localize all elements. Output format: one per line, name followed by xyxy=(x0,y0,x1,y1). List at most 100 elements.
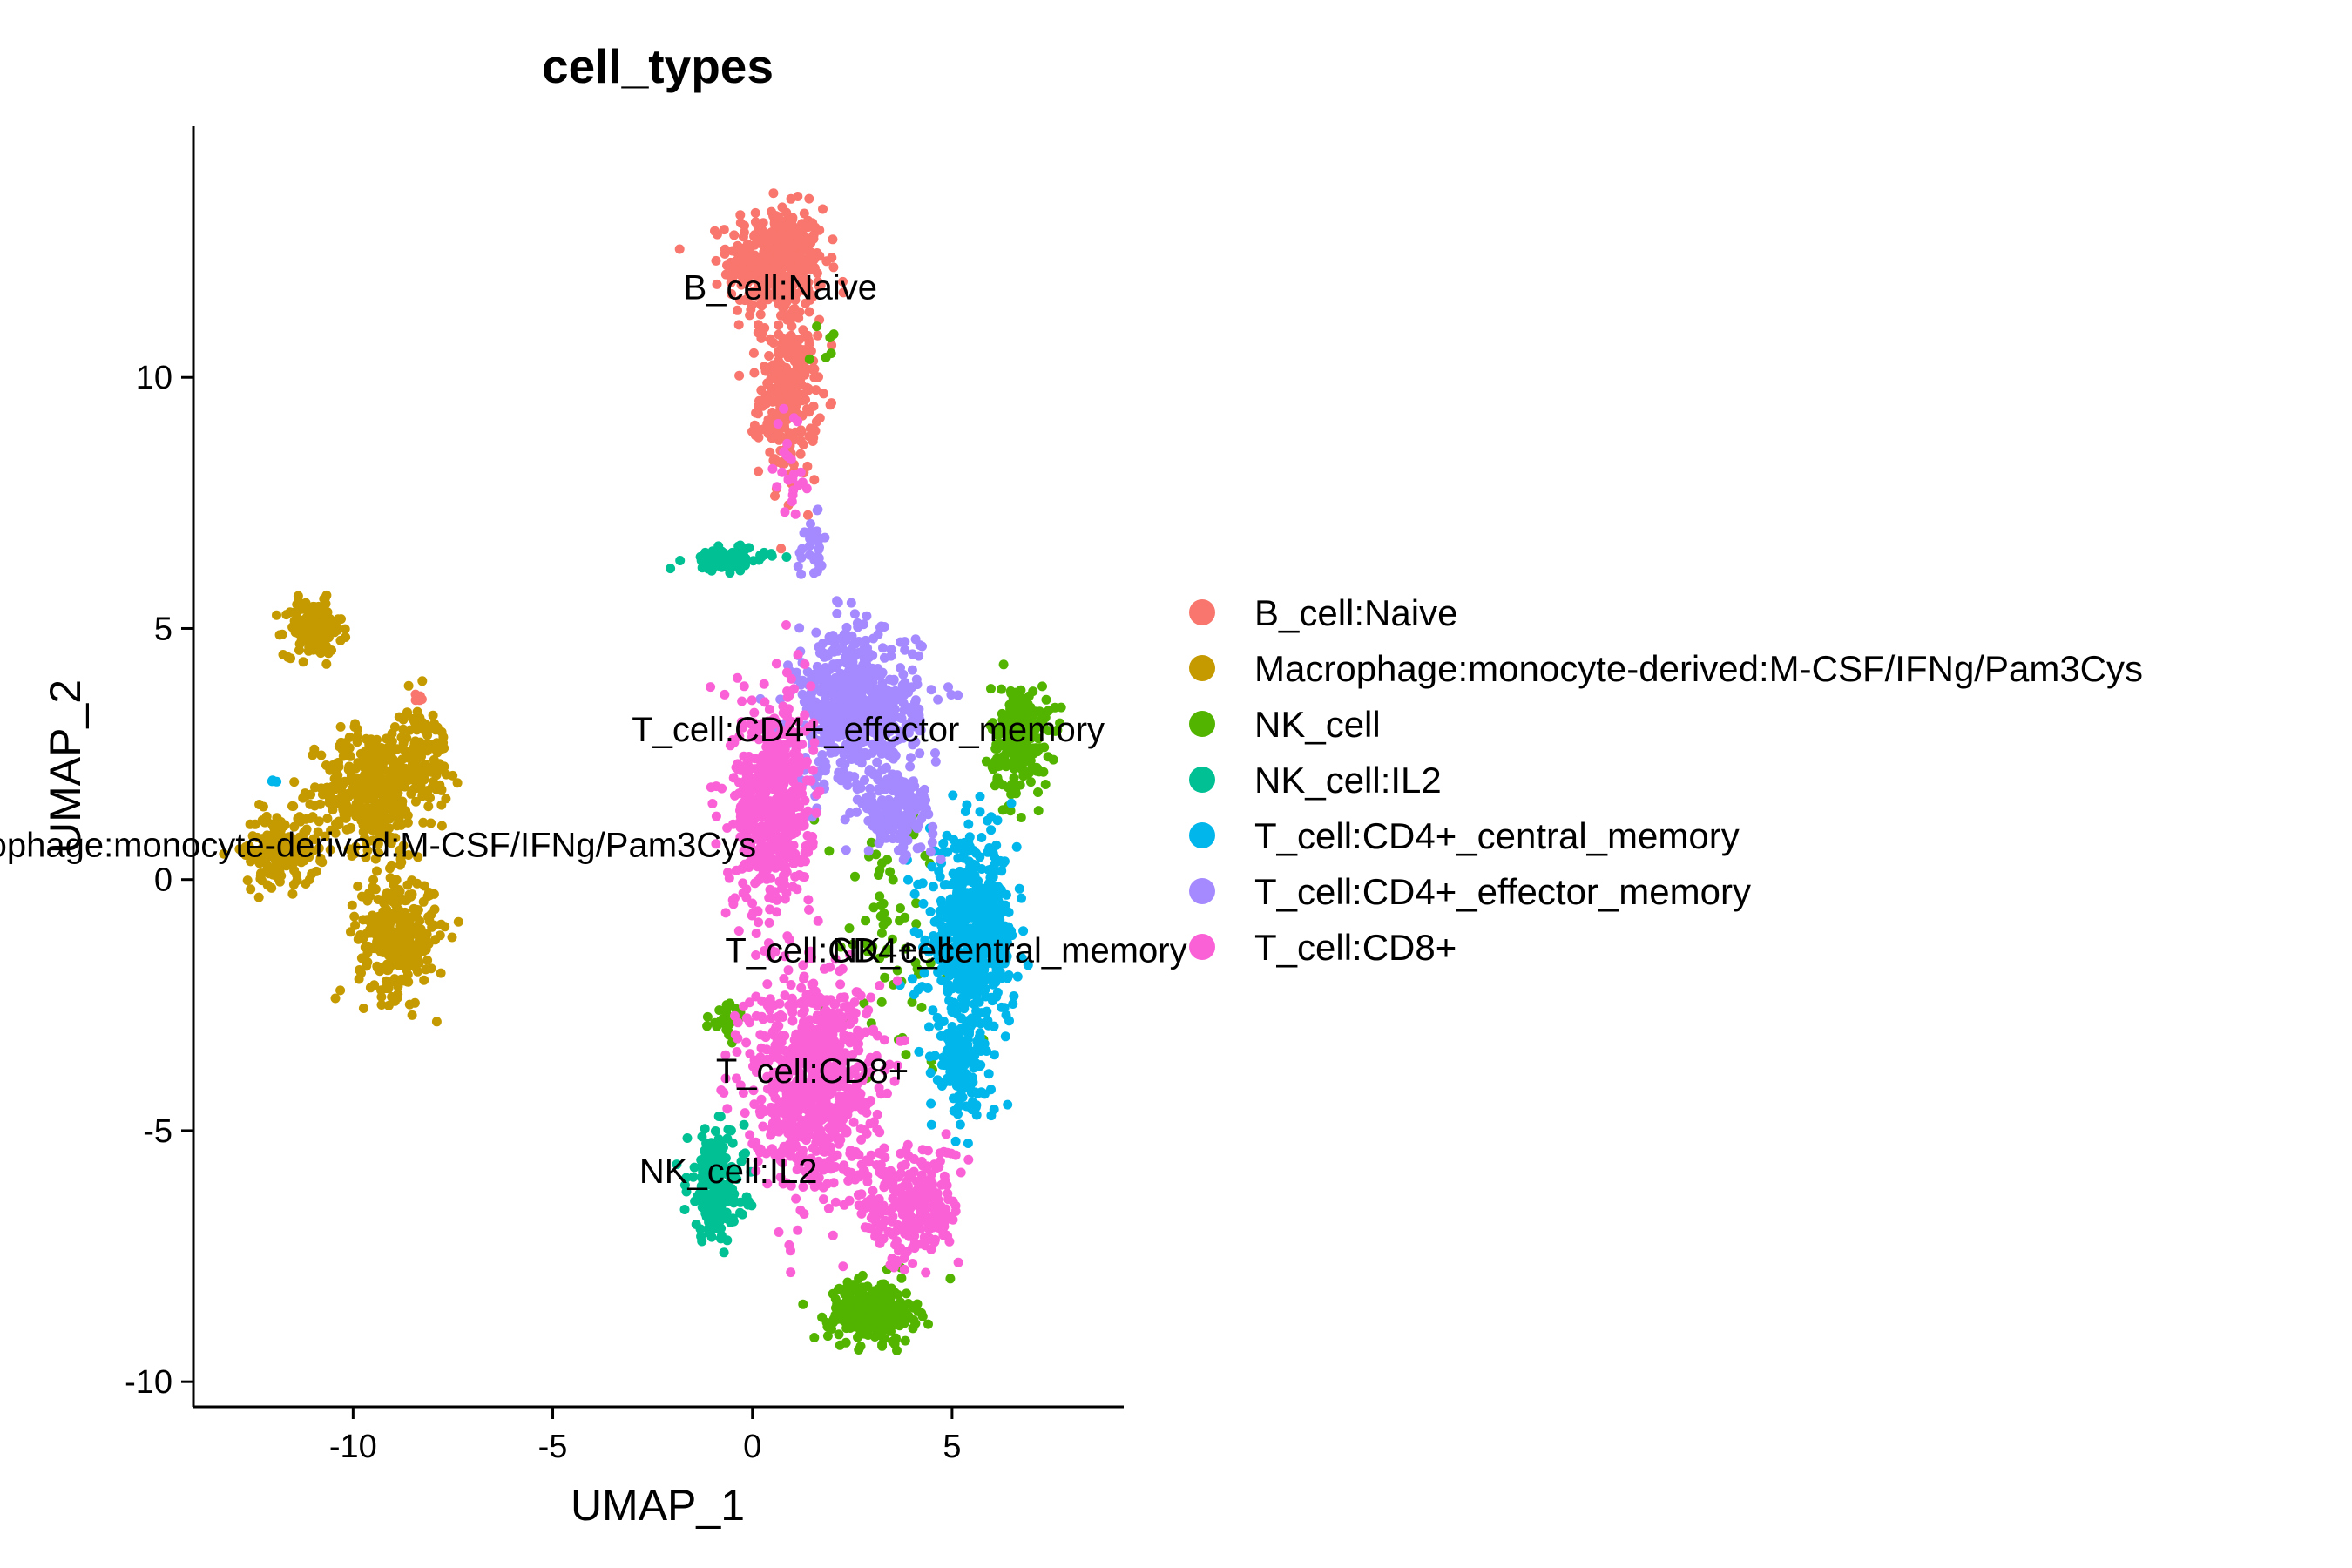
data-point xyxy=(354,974,364,984)
data-point xyxy=(754,220,763,230)
data-point xyxy=(948,790,958,801)
data-point xyxy=(855,783,866,793)
data-point xyxy=(803,806,813,816)
data-point xyxy=(774,299,784,309)
data-point xyxy=(1004,1016,1014,1026)
data-point xyxy=(774,320,784,330)
data-point xyxy=(402,922,412,932)
data-point xyxy=(933,694,943,705)
data-point xyxy=(365,983,375,993)
data-point xyxy=(936,1031,946,1041)
data-point xyxy=(791,853,801,863)
data-point xyxy=(390,885,401,896)
data-point xyxy=(997,752,1008,762)
data-point xyxy=(763,253,774,263)
data-point xyxy=(720,552,730,563)
data-point xyxy=(828,660,839,670)
data-point xyxy=(375,911,385,922)
data-point xyxy=(347,900,357,910)
data-point xyxy=(417,676,428,686)
data-point xyxy=(754,466,764,476)
data-point xyxy=(981,975,991,985)
data-point xyxy=(431,1017,442,1027)
data-point xyxy=(884,804,895,814)
data-point xyxy=(723,868,733,878)
data-point xyxy=(287,889,298,899)
data-point xyxy=(886,1308,896,1318)
data-point xyxy=(735,210,746,220)
data-point xyxy=(707,799,718,808)
data-point xyxy=(322,814,333,824)
data-point xyxy=(768,188,779,199)
data-point xyxy=(986,684,996,694)
data-point xyxy=(947,1007,957,1017)
data-point xyxy=(905,761,916,772)
data-point xyxy=(927,862,937,872)
data-point xyxy=(983,1069,994,1079)
data-point xyxy=(320,831,330,841)
data-point xyxy=(966,1087,977,1098)
data-point xyxy=(321,598,331,609)
data-point xyxy=(907,974,917,984)
data-point xyxy=(747,250,758,260)
data-point xyxy=(755,299,766,309)
data-point xyxy=(739,276,749,287)
data-point xyxy=(407,1010,417,1020)
data-point xyxy=(415,768,425,779)
data-point xyxy=(805,265,814,275)
data-point xyxy=(774,280,784,289)
data-point xyxy=(862,611,872,621)
data-point xyxy=(394,908,404,918)
data-point xyxy=(855,1311,866,1321)
data-point xyxy=(915,748,925,759)
data-point xyxy=(323,786,333,796)
data-point xyxy=(373,839,383,849)
data-point xyxy=(776,883,787,894)
data-point xyxy=(861,916,871,926)
data-point xyxy=(749,368,760,378)
data-point xyxy=(956,1051,966,1061)
data-point xyxy=(261,811,272,821)
data-point xyxy=(969,999,979,1010)
data-point xyxy=(936,855,946,864)
data-point xyxy=(854,1345,864,1355)
data-point xyxy=(814,786,825,796)
data-point xyxy=(412,966,422,977)
data-point xyxy=(416,752,426,761)
data-point xyxy=(875,622,885,632)
data-point xyxy=(896,1273,907,1283)
data-point xyxy=(375,748,385,759)
data-point xyxy=(413,852,423,862)
data-point xyxy=(797,788,808,799)
data-point xyxy=(452,778,463,788)
data-point xyxy=(943,682,953,693)
data-point xyxy=(363,941,374,951)
data-point xyxy=(387,774,397,785)
data-point xyxy=(916,1002,927,1012)
data-point xyxy=(409,717,420,727)
data-point xyxy=(292,599,302,610)
data-point xyxy=(733,672,743,683)
data-point xyxy=(267,775,278,786)
data-point xyxy=(903,875,913,885)
data-point xyxy=(402,753,412,763)
data-point xyxy=(898,690,909,700)
data-point xyxy=(722,1104,733,1114)
data-point xyxy=(325,794,335,804)
data-point xyxy=(801,298,811,308)
data-point xyxy=(806,681,816,692)
data-point xyxy=(1016,813,1026,822)
data-point xyxy=(753,906,763,916)
data-point xyxy=(776,544,787,554)
data-point xyxy=(836,696,847,706)
data-point xyxy=(809,364,820,375)
data-point xyxy=(398,934,409,944)
data-point xyxy=(852,807,862,817)
data-point xyxy=(706,782,716,793)
data-point xyxy=(809,475,820,485)
data-point xyxy=(436,800,447,810)
data-point xyxy=(350,920,361,930)
data-point xyxy=(971,968,981,978)
data-point xyxy=(368,875,379,885)
